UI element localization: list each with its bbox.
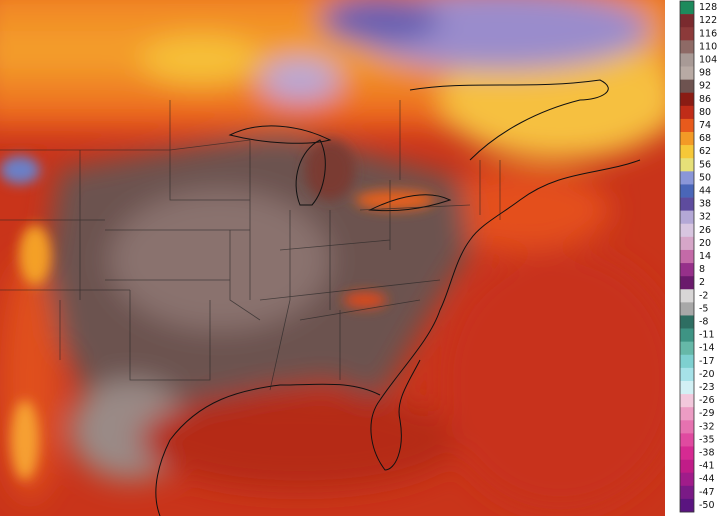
legend-swatch [680, 472, 694, 487]
legend-swatch [680, 1, 694, 15]
legend-swatch [680, 145, 694, 159]
legend-swatch [680, 485, 694, 500]
legend-label: 62 [699, 146, 711, 157]
legend-label: -23 [699, 382, 715, 393]
legend-frame [679, 0, 695, 513]
legend-swatch [680, 118, 694, 133]
legend-swatch [680, 498, 694, 513]
legend-swatch [680, 132, 694, 146]
legend-label: 38 [699, 199, 711, 210]
legend-swatch [680, 341, 694, 356]
legend-swatch [680, 249, 694, 264]
legend-label: -2 [699, 290, 708, 301]
legend-swatch [680, 315, 694, 329]
color-scale: 128 122 116 110 104 98 92 86 80 74 68 62 56 50 44 38 32 2… [679, 0, 717, 513]
temperature-fields [0, 0, 665, 510]
legend-label: 44 [699, 185, 711, 196]
state-borders [0, 100, 501, 391]
legend-label: -38 [699, 448, 715, 459]
legend-swatch [680, 367, 694, 382]
legend-swatch [680, 446, 694, 460]
legend-label: 74 [699, 120, 711, 131]
legend-swatch [680, 171, 694, 185]
legend-label: 128 [699, 2, 717, 13]
legend-swatch [680, 27, 694, 41]
legend-swatch [680, 184, 694, 198]
legend-swatch [680, 223, 694, 238]
legend-label: -35 [699, 434, 715, 445]
legend-swatch [680, 40, 694, 54]
legend-swatch [680, 380, 694, 395]
coastlines [155, 79, 641, 516]
legend-swatch [680, 459, 694, 473]
legend-label: -47 [699, 487, 715, 498]
legend-label: 116 [699, 28, 717, 39]
legend-label: 110 [699, 41, 717, 52]
legend-swatch [680, 158, 694, 172]
legend-label: 98 [699, 68, 711, 79]
legend-swatch [680, 407, 694, 421]
legend-label: -44 [699, 474, 715, 485]
legend-label: 80 [699, 107, 711, 118]
legend-swatch [680, 302, 694, 316]
legend-label: -50 [699, 500, 715, 511]
legend-swatch [680, 394, 694, 408]
legend-swatch [680, 328, 694, 342]
legend-label: 8 [699, 264, 705, 275]
legend-label: 26 [699, 225, 711, 236]
legend-label: 2 [699, 277, 705, 288]
legend-swatch [680, 354, 694, 369]
legend-label: -41 [699, 461, 715, 472]
legend-swatch [680, 14, 694, 28]
legend-swatch [680, 276, 694, 290]
legend-label: 104 [699, 54, 717, 65]
legend-label: -20 [699, 369, 715, 380]
legend-swatch [680, 53, 694, 67]
legend-label: 32 [699, 212, 711, 223]
legend-label: -8 [699, 317, 708, 328]
temperature-map [0, 0, 665, 516]
legend-swatch [680, 210, 694, 225]
legend-swatch [680, 197, 694, 211]
legend-label: 14 [699, 251, 711, 262]
legend-swatch [680, 420, 694, 434]
legend-swatch [680, 92, 694, 107]
legend-label: -32 [699, 421, 715, 432]
legend-label: -26 [699, 395, 715, 406]
legend-label: 20 [699, 238, 711, 249]
legend-swatch [680, 263, 694, 277]
legend-label: -5 [699, 303, 708, 314]
legend-label: -17 [699, 356, 715, 367]
legend-label: 68 [699, 133, 711, 144]
legend-swatch [680, 66, 694, 80]
legend-swatch [680, 289, 694, 303]
legend-swatch [680, 105, 694, 120]
legend-label: 56 [699, 159, 711, 170]
legend-label: -11 [699, 330, 715, 341]
legend-label: 92 [699, 81, 711, 92]
legend-label: -14 [699, 343, 715, 354]
legend-label: 50 [699, 172, 711, 183]
legend-swatch [680, 79, 694, 94]
legend-swatch [680, 433, 694, 447]
legend-label: 122 [699, 15, 717, 26]
legend-swatch [680, 236, 694, 251]
legend-label: -29 [699, 408, 715, 419]
legend-label: 86 [699, 94, 711, 105]
